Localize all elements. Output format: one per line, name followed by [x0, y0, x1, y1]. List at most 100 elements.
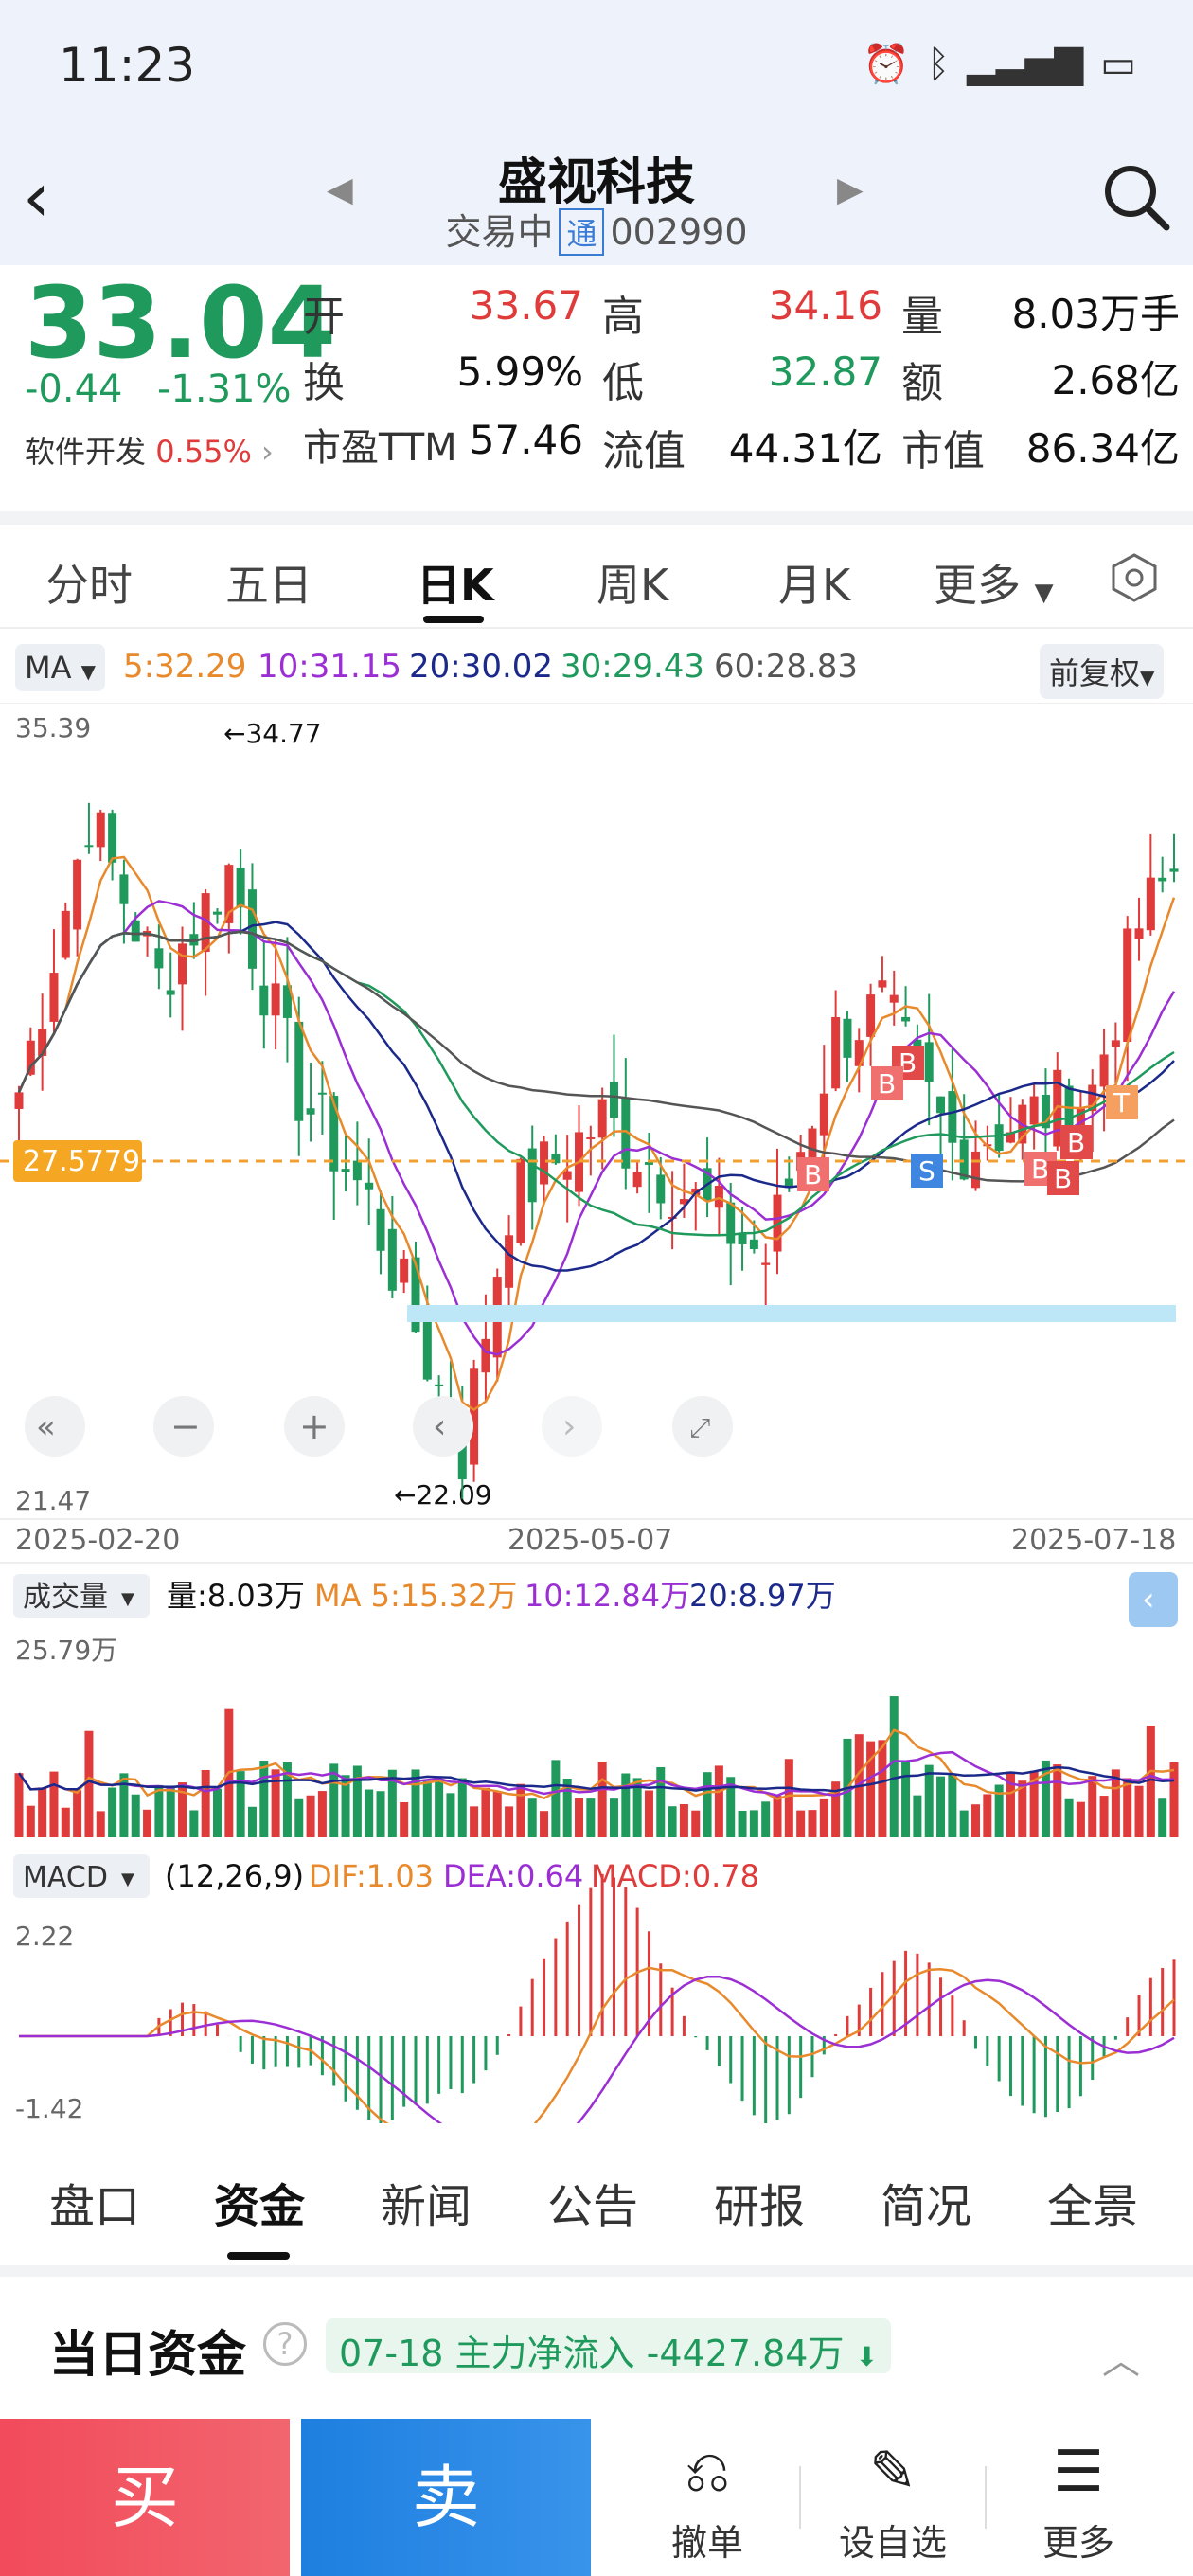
cancel-order-button[interactable]: ⎌ 撤单: [617, 2434, 797, 2566]
volume-ymax: 25.79万: [15, 1635, 117, 1666]
adjust-label: 前复权: [1049, 655, 1141, 691]
volume-bar: [143, 1809, 152, 1837]
candle: [819, 1093, 828, 1136]
volume-bar: [247, 1806, 257, 1837]
tab-more[interactable]: 更多 ▼: [934, 551, 1054, 614]
volume-bar: [761, 1801, 771, 1837]
macd-selector[interactable]: [13, 1854, 150, 1898]
macd-dif: DIF:1.03: [309, 1858, 434, 1894]
tab-daily-k[interactable]: 日K: [417, 560, 494, 611]
daily-fund-row[interactable]: 当日资金 ? 07-18 主力净流入 -4427.84万 ⬇ ︿: [0, 2277, 1193, 2419]
tab-pankou[interactable]: 盘口: [49, 2180, 141, 2233]
candle: [586, 1136, 596, 1139]
volume-bar: [948, 1774, 957, 1837]
volume-bar: [668, 1806, 677, 1837]
period-tabs: 分时 五日 日K 周K 月K 更多 ▼: [0, 525, 1193, 629]
stock-name: 盛视科技: [497, 154, 695, 211]
chevron-left-icon: ‹: [433, 1407, 446, 1446]
prev-stock-icon[interactable]: ◀: [327, 170, 353, 209]
next-stock-icon[interactable]: ▶: [837, 170, 864, 209]
volume-bar: [119, 1773, 129, 1837]
candle: [959, 1139, 969, 1180]
sell-button[interactable]: 卖: [301, 2419, 591, 2576]
double-chevron-left-icon: «: [36, 1408, 56, 1446]
trade-markers: B B B S B B B T: [797, 1046, 1138, 1195]
kline-ma-lines: [17, 855, 1176, 1412]
volume-bar: [259, 1761, 269, 1837]
volume-bar: [632, 1778, 642, 1837]
tab-announcements[interactable]: 公告: [547, 2180, 639, 2233]
sector-link[interactable]: 软件开发 0.55% ›: [25, 428, 274, 472]
tab-intraday[interactable]: 分时: [45, 560, 133, 611]
candle: [1006, 1132, 1015, 1143]
tab-profile[interactable]: 简况: [881, 2180, 972, 2233]
buy-marker: B: [1067, 1127, 1085, 1158]
sector-pct: 0.55%: [155, 434, 252, 470]
candle: [154, 948, 164, 969]
alarm-icon: ⏰: [863, 43, 911, 86]
last-price: 33.04: [25, 265, 336, 381]
candle: [551, 1154, 561, 1164]
volume-bar: [983, 1794, 992, 1837]
scroll-right-button[interactable]: [542, 1396, 602, 1457]
zoom-in-button[interactable]: [284, 1396, 345, 1457]
help-icon[interactable]: ?: [263, 2322, 307, 2366]
back-button[interactable]: ‹: [23, 157, 50, 237]
collapse-panel-button[interactable]: [1129, 1572, 1178, 1627]
tab-research[interactable]: 研报: [714, 2180, 806, 2233]
candle: [73, 859, 82, 930]
chevron-right-icon: ›: [562, 1407, 576, 1446]
date-start: 2025-02-20: [15, 1524, 180, 1557]
volume-bar: [435, 1780, 444, 1837]
cancel-order-label: 撤单: [670, 2522, 743, 2564]
tab-funds[interactable]: 资金: [214, 2180, 306, 2233]
chart-area[interactable]: 35.39 21.47 ←34.77 ←22.09 27.5779 B B B …: [0, 703, 1193, 2123]
tab-news[interactable]: 新闻: [381, 2180, 472, 2233]
more-button[interactable]: ☰ 更多: [988, 2434, 1168, 2566]
candle: [96, 812, 105, 848]
volume-bar: [808, 1810, 817, 1837]
candle: [61, 910, 70, 958]
stock-header: ‹ ◀ ▶ 盛视科技 交易中通 002990: [0, 142, 1193, 265]
volume-bar: [317, 1791, 327, 1837]
zoom-out-button[interactable]: [153, 1396, 214, 1457]
add-watchlist-label: 设自选: [838, 2522, 947, 2564]
volume-selector[interactable]: [13, 1574, 150, 1618]
fullscreen-button[interactable]: [672, 1396, 733, 1457]
tab-overview[interactable]: 全景: [1047, 2180, 1139, 2233]
vol-label: 量: [901, 293, 943, 341]
volume-bar: [131, 1794, 140, 1837]
candle: [901, 1016, 911, 1022]
ma-selector[interactable]: MA ▼: [15, 644, 106, 691]
candle: [131, 920, 140, 942]
candle: [201, 893, 210, 953]
volume-bar: [1018, 1780, 1027, 1837]
macd-bars: [157, 1873, 1176, 2123]
candle: [621, 1098, 631, 1169]
volume-bar: [365, 1789, 374, 1837]
candle: [1134, 928, 1144, 939]
volume-bar: [1099, 1796, 1109, 1837]
chevron-up-icon[interactable]: ︿: [1102, 2339, 1140, 2383]
candle: [516, 1158, 525, 1243]
adjust-selector[interactable]: 前复权▼: [1040, 644, 1165, 699]
settings-hex-icon[interactable]: [1108, 551, 1161, 604]
scroll-left-button[interactable]: [413, 1396, 473, 1457]
search-icon[interactable]: [1098, 159, 1174, 235]
volume-ma-line: [17, 1765, 1175, 1793]
volume-bar: [714, 1765, 723, 1837]
volume-bar: [1076, 1801, 1085, 1837]
add-watchlist-button[interactable]: ✎ 设自选: [803, 2434, 983, 2566]
scroll-left-fast-button[interactable]: [25, 1396, 85, 1457]
macd-selector-label: MACD: [23, 1861, 108, 1894]
tab-monthly-k[interactable]: 月K: [778, 560, 851, 611]
buy-button[interactable]: 买: [0, 2419, 290, 2576]
volume-bar: [691, 1810, 701, 1837]
volume-bar: [656, 1766, 666, 1837]
kline-ymin: 21.47: [15, 1485, 91, 1516]
volume-bar: [831, 1781, 841, 1837]
tab-weekly-k[interactable]: 周K: [596, 560, 669, 611]
tab-five-day[interactable]: 五日: [225, 560, 312, 611]
volume-bar: [1064, 1798, 1074, 1837]
volume-bar: [387, 1769, 397, 1837]
